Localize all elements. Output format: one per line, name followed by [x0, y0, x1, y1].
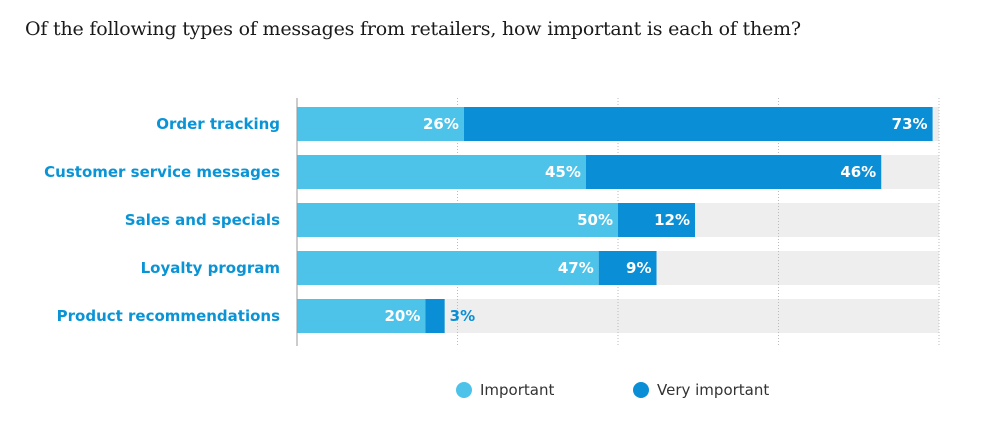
bar-very-important — [598, 251, 657, 285]
data-label: 46% — [840, 163, 876, 181]
bar-very-important — [463, 107, 933, 141]
legend-swatch-very-important — [633, 382, 649, 398]
data-label: 12% — [654, 211, 690, 229]
category-label: Loyalty program — [141, 259, 280, 277]
bar-very-important — [618, 203, 696, 237]
bar-important — [297, 299, 426, 333]
bar-important — [297, 203, 618, 237]
legend-item-important: Important — [456, 381, 554, 399]
data-label: 47% — [558, 259, 594, 277]
data-label: 50% — [577, 211, 613, 229]
legend: Important Very important — [0, 381, 999, 403]
bar-very-important — [425, 299, 445, 333]
stacked-bar-chart: 26% 73% 45% 46% 50% 12% 47% 9% 20% 3% Order tracki… — [44, 98, 940, 346]
legend-label-important: Important — [480, 381, 555, 399]
bar-important — [297, 107, 464, 141]
category-label: Order tracking — [156, 115, 280, 133]
legend-item-very-important: Very important — [633, 381, 769, 399]
data-label: 9% — [626, 259, 651, 277]
chart-title: Of the following types of messages from … — [25, 18, 801, 40]
category-label: Product recommendations — [57, 307, 280, 325]
legend-swatch-important — [456, 382, 472, 398]
bar-important — [297, 251, 599, 285]
data-label: 73% — [892, 115, 928, 133]
legend-label-very-important: Very important — [657, 381, 770, 399]
bar-very-important — [585, 155, 882, 189]
data-label: 20% — [384, 307, 420, 325]
data-label: 26% — [423, 115, 459, 133]
category-label: Customer service messages — [44, 163, 280, 181]
category-label: Sales and specials — [125, 211, 280, 229]
data-label: 3% — [450, 307, 475, 325]
bar-important — [297, 155, 586, 189]
data-label: 45% — [545, 163, 581, 181]
